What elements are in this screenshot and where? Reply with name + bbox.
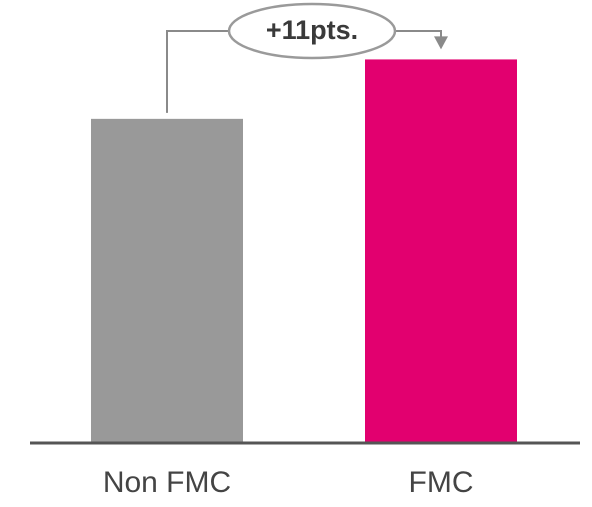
annotation-label: +11pts.	[266, 15, 358, 45]
category-label-fmc: FMC	[409, 466, 474, 499]
bars-group	[91, 59, 517, 444]
annotation-bubble	[227, 2, 397, 60]
category-labels-group: Non FMC FMC	[103, 466, 474, 499]
difference-annotation: +11pts.	[166, 2, 448, 113]
bar-non-fmc	[91, 118, 243, 443]
bar-fmc	[365, 59, 517, 444]
annotation-arrowhead	[434, 36, 448, 50]
category-label-non-fmc: Non FMC	[103, 466, 231, 499]
